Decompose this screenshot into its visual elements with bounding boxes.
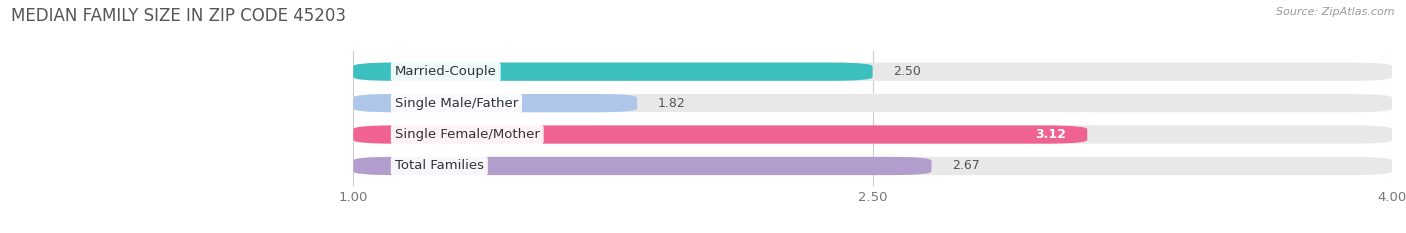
FancyBboxPatch shape <box>353 94 1392 112</box>
FancyBboxPatch shape <box>353 157 1392 175</box>
FancyBboxPatch shape <box>353 63 1392 81</box>
FancyBboxPatch shape <box>353 125 1087 144</box>
FancyBboxPatch shape <box>353 94 637 112</box>
Text: 1.82: 1.82 <box>658 97 686 110</box>
Text: 2.67: 2.67 <box>952 159 980 172</box>
Text: Single Male/Father: Single Male/Father <box>395 97 517 110</box>
Text: Married-Couple: Married-Couple <box>395 65 496 78</box>
Text: 2.50: 2.50 <box>893 65 921 78</box>
Text: 3.12: 3.12 <box>1036 128 1067 141</box>
FancyBboxPatch shape <box>353 63 873 81</box>
Text: Single Female/Mother: Single Female/Mother <box>395 128 540 141</box>
Text: Total Families: Total Families <box>395 159 484 172</box>
FancyBboxPatch shape <box>353 125 1392 144</box>
FancyBboxPatch shape <box>353 157 931 175</box>
Text: MEDIAN FAMILY SIZE IN ZIP CODE 45203: MEDIAN FAMILY SIZE IN ZIP CODE 45203 <box>11 7 346 25</box>
Text: Source: ZipAtlas.com: Source: ZipAtlas.com <box>1277 7 1395 17</box>
